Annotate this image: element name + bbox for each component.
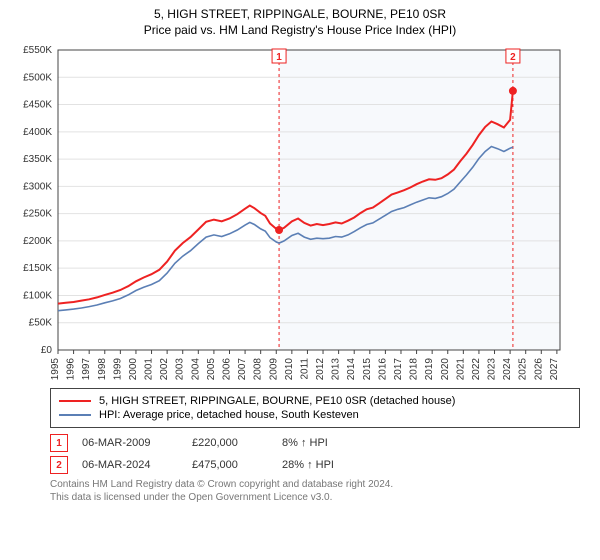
legend-swatch	[59, 414, 91, 416]
svg-text:£300K: £300K	[23, 182, 52, 193]
footer-line2: This data is licensed under the Open Gov…	[50, 491, 580, 504]
marker-date: 06-MAR-2024	[82, 459, 192, 471]
svg-text:£50K: £50K	[29, 318, 53, 329]
svg-text:£200K: £200K	[23, 236, 52, 247]
svg-text:2000: 2000	[128, 358, 139, 381]
svg-text:1: 1	[276, 52, 282, 63]
legend-label: HPI: Average price, detached house, Sout…	[99, 409, 359, 421]
marker-row: 2 06-MAR-2024£475,00028% ↑ HPI	[50, 456, 580, 474]
svg-text:2018: 2018	[409, 358, 420, 381]
svg-text:2002: 2002	[159, 358, 170, 381]
svg-text:£450K: £450K	[23, 100, 52, 111]
marker-row: 1 06-MAR-2009£220,0008% ↑ HPI	[50, 434, 580, 452]
footer-line1: Contains HM Land Registry data © Crown c…	[50, 478, 580, 491]
legend-item: 5, HIGH STREET, RIPPINGALE, BOURNE, PE10…	[59, 395, 571, 407]
marker-badge: 1	[50, 434, 68, 452]
legend: 5, HIGH STREET, RIPPINGALE, BOURNE, PE10…	[50, 388, 580, 428]
footer-note: Contains HM Land Registry data © Crown c…	[50, 478, 580, 504]
svg-text:2010: 2010	[284, 358, 295, 381]
svg-text:2019: 2019	[424, 358, 435, 381]
svg-text:2027: 2027	[549, 358, 560, 381]
svg-text:£550K: £550K	[23, 45, 52, 56]
svg-text:£0: £0	[41, 345, 53, 356]
svg-text:2011: 2011	[299, 358, 310, 380]
svg-text:1996: 1996	[66, 358, 77, 381]
svg-text:2001: 2001	[144, 358, 155, 381]
svg-text:2014: 2014	[346, 358, 357, 381]
svg-text:2008: 2008	[253, 358, 264, 381]
marker-price: £475,000	[192, 459, 282, 471]
svg-text:2020: 2020	[440, 358, 451, 381]
svg-text:2013: 2013	[331, 358, 342, 381]
svg-text:£400K: £400K	[23, 127, 52, 138]
svg-text:2015: 2015	[362, 358, 373, 381]
svg-text:2012: 2012	[315, 358, 326, 381]
title-line1: 5, HIGH STREET, RIPPINGALE, BOURNE, PE10…	[10, 6, 590, 22]
marker-delta: 8% ↑ HPI	[282, 437, 328, 449]
svg-text:2022: 2022	[471, 358, 482, 381]
svg-text:1999: 1999	[112, 358, 123, 381]
svg-text:2009: 2009	[268, 358, 279, 381]
marker-delta: 28% ↑ HPI	[282, 459, 334, 471]
svg-text:2025: 2025	[518, 358, 529, 381]
svg-text:2005: 2005	[206, 358, 217, 381]
svg-text:2003: 2003	[175, 358, 186, 381]
svg-text:£500K: £500K	[23, 73, 52, 84]
svg-text:1997: 1997	[81, 358, 92, 381]
svg-text:£350K: £350K	[23, 154, 52, 165]
marker-price: £220,000	[192, 437, 282, 449]
chart-svg: £0 £50K £100K £150K £200K £250K £300K £350K £400…	[10, 42, 570, 382]
svg-text:2: 2	[510, 52, 516, 63]
svg-text:2024: 2024	[502, 358, 513, 381]
title-line2: Price paid vs. HM Land Registry's House …	[10, 22, 590, 38]
marker-date: 06-MAR-2009	[82, 437, 192, 449]
svg-text:2006: 2006	[221, 358, 232, 381]
svg-text:2007: 2007	[237, 358, 248, 381]
svg-text:2021: 2021	[455, 358, 466, 381]
svg-text:2016: 2016	[377, 358, 388, 381]
legend-swatch	[59, 400, 91, 402]
svg-text:1998: 1998	[97, 358, 108, 381]
legend-item: HPI: Average price, detached house, Sout…	[59, 409, 571, 421]
legend-label: 5, HIGH STREET, RIPPINGALE, BOURNE, PE10…	[99, 395, 455, 407]
chart-plot: £0 £50K £100K £150K £200K £250K £300K £350K £400…	[10, 42, 590, 382]
chart-container: 5, HIGH STREET, RIPPINGALE, BOURNE, PE10…	[0, 0, 600, 510]
marker-table: 1 06-MAR-2009£220,0008% ↑ HPI 2 06-MAR-2024…	[50, 434, 580, 474]
svg-text:2004: 2004	[190, 358, 201, 381]
svg-text:1995: 1995	[50, 358, 61, 381]
svg-text:2017: 2017	[393, 358, 404, 381]
svg-text:2023: 2023	[487, 358, 498, 381]
chart-title: 5, HIGH STREET, RIPPINGALE, BOURNE, PE10…	[10, 6, 590, 38]
svg-text:£250K: £250K	[23, 209, 52, 220]
svg-text:£100K: £100K	[23, 291, 52, 302]
marker-badge: 2	[50, 456, 68, 474]
svg-text:2026: 2026	[533, 358, 544, 381]
svg-text:£150K: £150K	[23, 264, 52, 275]
